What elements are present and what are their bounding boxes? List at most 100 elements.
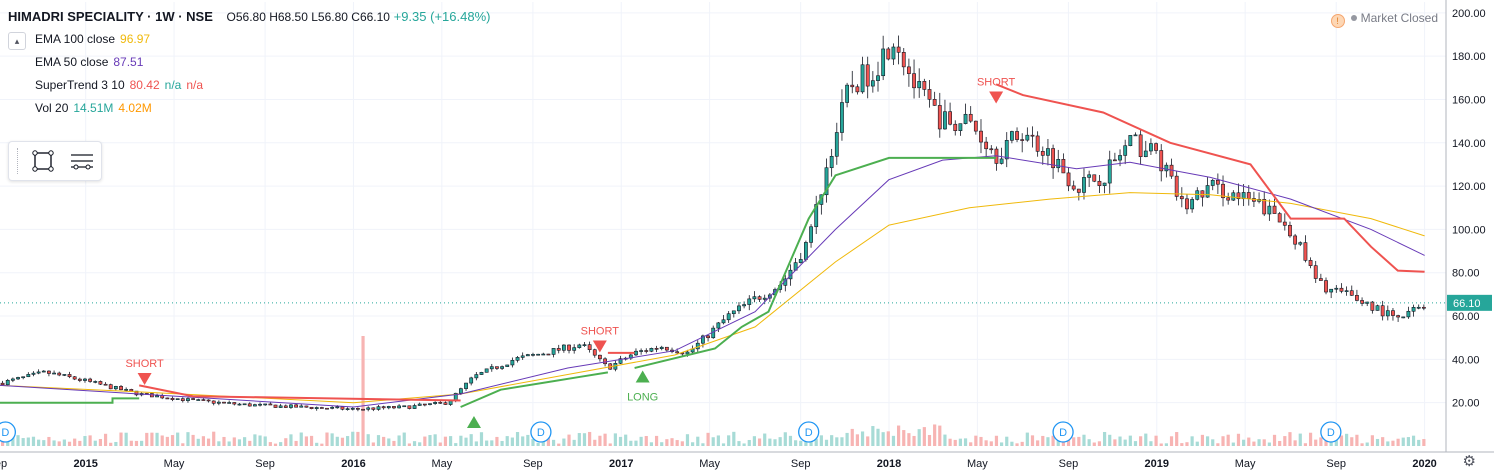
candle-body	[484, 368, 489, 373]
indicator-legend-row[interactable]: EMA 50 close 87.51	[35, 55, 148, 69]
volume-bar	[624, 434, 628, 446]
volume-bar	[974, 435, 978, 446]
indicator-legend-row[interactable]: EMA 100 close 96.97	[35, 32, 155, 46]
volume-bar	[505, 436, 509, 446]
candle-body	[36, 371, 41, 374]
volume-bar	[325, 432, 329, 446]
volume-bar	[515, 432, 520, 446]
volume-bar	[1005, 436, 1009, 446]
time-tick-label: May	[1235, 458, 1256, 470]
horizontal-lines-icon[interactable]	[67, 147, 95, 175]
volume-bar	[1355, 434, 1359, 446]
volume-bar	[448, 436, 453, 446]
time-tick-label: 2015	[73, 458, 97, 470]
indicator-legend-row[interactable]: Vol 20 14.51M 4.02M	[35, 101, 157, 115]
gear-icon[interactable]: ⚙	[1462, 453, 1476, 470]
candle-body	[340, 406, 345, 410]
volume-bar	[1015, 443, 1019, 446]
candle-body	[0, 382, 5, 386]
price-tick-label: 140.00	[1452, 138, 1486, 150]
candle-body	[963, 113, 968, 124]
candle-body	[1380, 305, 1385, 317]
volume-bar	[644, 436, 648, 446]
candle-body	[330, 407, 335, 409]
candle-body	[572, 347, 577, 351]
volume-bar	[613, 433, 617, 446]
volume-bar	[428, 435, 432, 446]
candle-body	[253, 404, 257, 407]
candle-body	[386, 406, 391, 409]
volume-bar	[814, 438, 818, 446]
volume-bar	[464, 437, 468, 446]
price-tick-label: 20.00	[1452, 398, 1480, 410]
indicator-value: 4.02M	[118, 101, 152, 115]
candle-body	[1236, 192, 1241, 200]
volume-bar	[963, 438, 968, 446]
toolbar-drag-handle[interactable]	[17, 148, 20, 174]
candle-body	[1149, 143, 1153, 152]
candle-body	[335, 406, 340, 409]
candle-body	[469, 377, 474, 384]
volume-bar	[1102, 431, 1107, 446]
indicator-legend-row[interactable]: SuperTrend 3 10 80.42 n/a n/a	[35, 78, 208, 92]
candle-body	[520, 355, 525, 358]
candle-body	[948, 111, 952, 125]
candle-body	[1190, 199, 1195, 210]
volume-bar	[1422, 439, 1426, 446]
candle-body	[1004, 140, 1009, 160]
volume-bar	[263, 436, 267, 446]
candle-body	[57, 372, 62, 376]
candle-body	[366, 407, 371, 410]
volume-bar	[299, 432, 303, 446]
candle-body	[10, 378, 15, 381]
candle-body	[464, 382, 468, 389]
candle-body	[294, 404, 298, 408]
time-tick-label: 2020	[1412, 458, 1436, 470]
candle-body	[582, 344, 587, 346]
volume-bar	[83, 436, 87, 446]
volume-bar	[176, 432, 180, 446]
candle-body	[505, 364, 510, 367]
candle-body	[809, 226, 813, 243]
volume-bar	[1308, 432, 1313, 446]
volume-bar	[654, 435, 659, 446]
candle-body	[1416, 306, 1421, 309]
candle-body	[1009, 131, 1014, 141]
price-axis-bg	[1446, 0, 1494, 474]
candle-body	[160, 395, 165, 399]
candle-body	[1288, 224, 1292, 237]
volume-bar	[881, 432, 885, 446]
volume-bar	[824, 439, 829, 446]
symbol-title[interactable]: HIMADRI SPECIALITY · 1W · NSE	[8, 9, 213, 24]
candle-body	[47, 370, 51, 374]
candle-body	[273, 404, 278, 408]
candle-body	[1293, 235, 1298, 245]
price-change: +9.35 (+16.48%)	[393, 9, 491, 24]
volume-bar	[588, 431, 592, 446]
candle-body	[438, 402, 443, 404]
volume-bar	[1216, 443, 1220, 446]
candle-body	[531, 354, 535, 356]
candle-body	[865, 64, 870, 87]
volume-bar	[284, 438, 288, 446]
volume-bar	[989, 441, 993, 446]
time-tick-label: Sep	[255, 458, 275, 470]
volume-bar	[1370, 435, 1374, 446]
candle-body	[664, 346, 669, 351]
candle-body	[1051, 148, 1055, 169]
last-price-tag	[1447, 294, 1492, 311]
candle-body	[1102, 182, 1107, 186]
candle-body	[108, 384, 113, 390]
short-signal-label: SHORT	[977, 76, 1016, 88]
chevron-up-icon[interactable]: ▴	[8, 32, 26, 50]
candle-body	[1277, 213, 1282, 223]
time-tick-label: 2018	[877, 458, 901, 470]
volume-bar	[73, 438, 77, 446]
supertrend-segment	[0, 397, 140, 404]
candle-body	[984, 141, 989, 150]
rectangle-tool-icon[interactable]	[29, 147, 57, 175]
volume-bar	[917, 429, 921, 446]
candle-body	[675, 351, 680, 354]
